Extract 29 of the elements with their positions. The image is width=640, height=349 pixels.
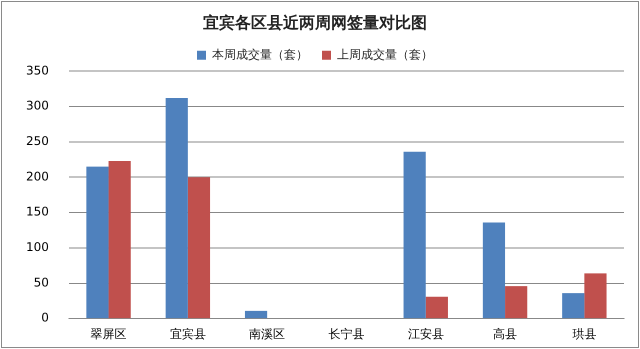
bar — [562, 293, 584, 318]
bar — [584, 273, 607, 318]
y-tick-label: 250 — [26, 134, 49, 148]
y-tick-label: 100 — [26, 240, 49, 254]
y-tick-label: 200 — [26, 169, 49, 184]
y-tick-label: 350 — [26, 63, 49, 78]
y-tick-label: 150 — [26, 204, 49, 219]
x-tick-label: 珙县 — [572, 326, 596, 341]
y-tick-label: 50 — [34, 275, 49, 290]
x-tick-label: 南溪区 — [249, 326, 286, 341]
y-tick-label: 0 — [41, 310, 49, 325]
bar — [166, 98, 188, 318]
x-tick-label: 宜宾县 — [170, 326, 206, 341]
bar — [426, 296, 448, 318]
x-tick-label: 翠屏区 — [90, 326, 127, 341]
x-tick-label: 高县 — [493, 326, 518, 341]
bar — [505, 286, 528, 318]
x-tick-label: 长宁县 — [328, 326, 364, 341]
bar — [482, 222, 506, 318]
bar — [244, 310, 268, 318]
bar — [108, 160, 131, 318]
x-tick-label: 江安县 — [408, 326, 444, 341]
legend-label: 上周成交量（套） — [337, 47, 433, 62]
chart-title: 宜宾各区县近两周网签量对比图 — [203, 12, 427, 32]
legend-label: 本周成交量（套） — [212, 47, 308, 62]
bar — [86, 166, 109, 318]
y-tick-label: 300 — [26, 98, 49, 113]
bar — [188, 177, 210, 318]
bar — [404, 152, 426, 318]
